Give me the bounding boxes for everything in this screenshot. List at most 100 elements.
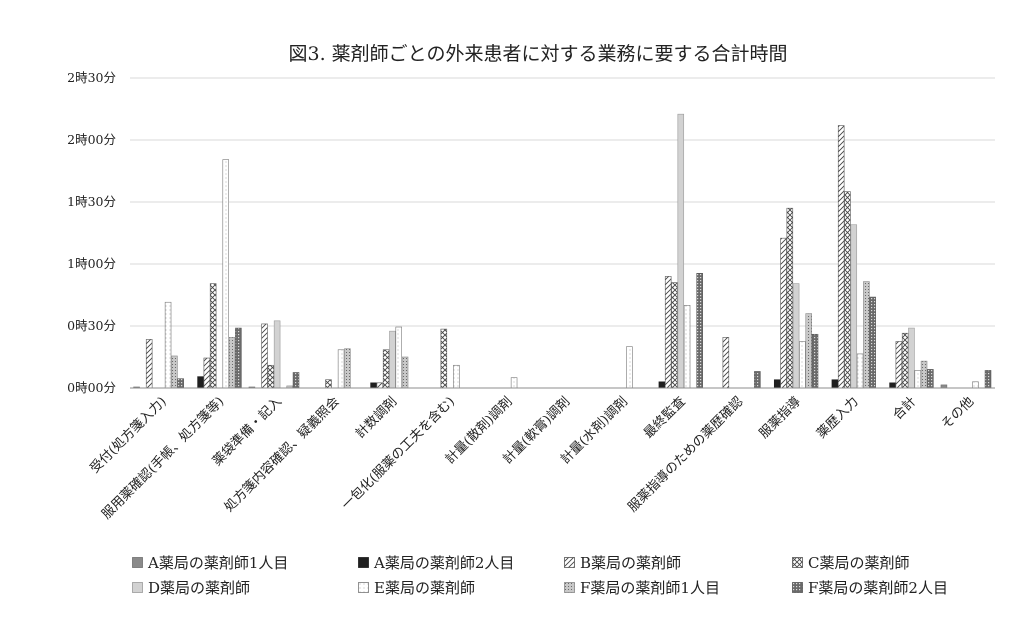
bar — [908, 327, 915, 389]
bars — [133, 113, 992, 389]
bar — [382, 349, 390, 389]
y-axis-ticks: 0時00分 0時30分 1時00分 1時30分 2時00分 2時30分 — [67, 70, 116, 395]
bar — [337, 349, 345, 389]
legend-item: E薬局の薬剤師 — [358, 577, 475, 598]
legend-label: C薬局の薬剤師 — [808, 554, 910, 572]
y-tick-label: 2時00分 — [67, 132, 116, 147]
bar — [780, 237, 787, 389]
bar-chart: 図3. 薬剤師ごとの外来患者に対する業務に要する合計時間 0時00分 0時30分 1… — [67, 43, 995, 523]
bar — [722, 337, 730, 389]
x-category-label: 最終監査 — [641, 394, 689, 442]
legend-label: F薬局の薬剤師2人目 — [808, 579, 948, 597]
bar — [209, 283, 217, 389]
legend-item: D薬局の薬剤師 — [132, 577, 250, 598]
bar — [389, 330, 396, 389]
bar — [869, 296, 876, 389]
legend-swatch — [132, 556, 143, 568]
legend-swatch — [792, 581, 803, 593]
bar — [837, 125, 845, 389]
y-tick-label: 0時00分 — [67, 380, 116, 395]
bar — [197, 376, 204, 389]
legend-swatch — [564, 581, 575, 593]
bar — [164, 301, 172, 389]
bar — [811, 333, 819, 389]
bar — [677, 113, 685, 389]
bar — [972, 381, 979, 389]
legend-label: A薬局の薬剤師2人目 — [374, 554, 515, 572]
bar — [222, 159, 230, 389]
bar — [671, 282, 678, 389]
bar — [344, 348, 351, 389]
x-category-label: その他 — [939, 394, 977, 432]
bar — [228, 337, 236, 389]
bar — [235, 327, 242, 389]
bar — [261, 323, 268, 389]
bar — [850, 224, 858, 389]
legend-label: B薬局の薬剤師 — [580, 554, 682, 572]
bar — [920, 360, 928, 389]
legend-swatch — [792, 556, 803, 568]
legend-item: A薬局の薬剤師1人目 — [132, 552, 288, 573]
legend-label: F薬局の薬剤師1人目 — [580, 579, 720, 597]
legend-item: B薬局の薬剤師 — [564, 552, 681, 573]
bar — [626, 346, 633, 389]
legend-swatch — [358, 556, 369, 568]
legend-item: F薬局の薬剤師1人目 — [564, 577, 720, 598]
bar — [786, 207, 794, 389]
x-category-label: 服薬指導のための薬歴確認 — [625, 394, 747, 516]
bar — [914, 370, 921, 389]
bar — [773, 379, 781, 389]
x-category-label: 合計 — [890, 394, 920, 424]
bar — [440, 328, 448, 389]
chart-title: 図3. 薬剤師ごとの外来患者に対する業務に要する合計時間 — [289, 43, 788, 65]
bar — [145, 339, 153, 389]
x-category-label: 服用薬確認(手帳、処方箋等) — [99, 394, 228, 523]
bar — [895, 341, 903, 389]
x-category-label: 薬歴入力 — [814, 394, 861, 441]
legend-item: C薬局の薬剤師 — [792, 552, 909, 573]
y-tick-label: 0時30分 — [67, 318, 116, 333]
y-tick-label: 2時30分 — [67, 70, 116, 85]
bar — [658, 381, 666, 389]
bar — [856, 353, 864, 389]
bar — [844, 191, 851, 389]
bar — [831, 379, 839, 389]
bar — [267, 364, 275, 389]
bar — [799, 341, 806, 389]
y-tick-label: 1時30分 — [67, 194, 116, 209]
bar — [863, 281, 870, 389]
legend-swatch — [132, 581, 143, 593]
x-category-label: 一包化(服薬の工夫を含む) — [338, 394, 458, 514]
bar — [177, 378, 184, 389]
bar — [401, 356, 409, 389]
bar — [984, 370, 992, 389]
bar — [696, 272, 703, 389]
bar — [901, 332, 909, 389]
bar — [376, 382, 384, 389]
legend-label: A薬局の薬剤師1人目 — [148, 554, 289, 572]
bar — [395, 326, 402, 389]
bar — [171, 355, 178, 389]
bar — [453, 364, 460, 389]
bar — [889, 382, 896, 389]
legend-swatch — [358, 581, 369, 593]
bar — [664, 276, 672, 389]
legend-label: D薬局の薬剤師 — [148, 579, 251, 597]
x-category-label: 計数調剤 — [352, 394, 400, 442]
bar — [792, 283, 800, 389]
x-category-label: 処方箋内容確認、疑義照会 — [221, 394, 343, 516]
bar — [203, 357, 211, 389]
bar — [927, 369, 934, 389]
legend-swatch — [564, 556, 575, 568]
legend-item: A薬局の薬剤師2人目 — [358, 552, 514, 573]
legend-label: E薬局の薬剤師 — [374, 579, 475, 597]
bar — [273, 320, 281, 389]
bar — [510, 377, 518, 389]
bar — [805, 313, 812, 389]
legend-item: F薬局の薬剤師2人目 — [792, 577, 948, 598]
bar — [754, 371, 761, 389]
x-axis-category-labels: 受付(処方箋入力)服用薬確認(手帳、処方箋等)薬袋準備・記入処方箋内容確認、疑義… — [87, 394, 977, 523]
y-tick-label: 1時00分 — [67, 256, 116, 271]
x-category-label: 服薬指導 — [757, 394, 804, 441]
bar — [370, 382, 377, 389]
